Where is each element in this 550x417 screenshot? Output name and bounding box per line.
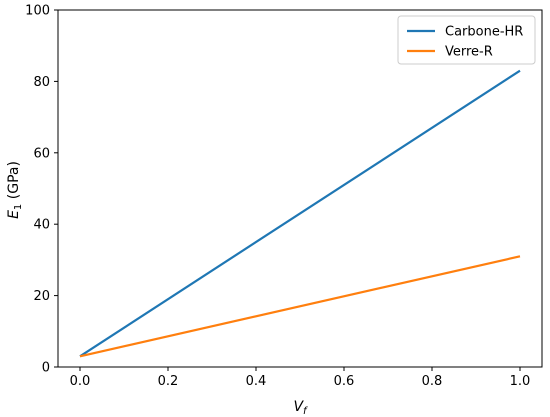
y-axis-label: E1 (GPa) [6,161,24,219]
y-axis-ticks: 0 20 40 60 80 100 [25,4,58,376]
y-axis-label-main: E [6,210,22,219]
x-tick-label: 0.4 [246,374,267,389]
x-axis-label-main: V [293,399,304,415]
x-tick-label: 0.0 [70,374,91,389]
y-tick-label: 40 [33,218,50,233]
x-tick-label: 0.6 [334,374,355,389]
y-tick-label: 80 [33,75,50,90]
x-axis-label-sub: f [303,406,308,417]
legend: Carbone-HR Verre-R [397,15,536,65]
x-axis-ticks: 0.0 0.2 0.4 0.6 0.8 1.0 [70,367,531,389]
plot-area [57,9,543,368]
y-tick-label: 100 [25,4,50,19]
x-tick-label: 0.2 [158,374,179,389]
y-tick-label: 0 [42,361,50,376]
y-axis-label-sub: 1 [13,204,24,210]
legend-label-verre-r: Verre-R [445,45,493,60]
x-tick-label: 1.0 [510,374,531,389]
series-lines [79,69,521,358]
x-axis-label: Vf [293,399,308,417]
series-line-0 [79,69,521,358]
x-tick-label: 0.8 [422,374,443,389]
y-tick-label: 20 [33,289,50,304]
legend-label-carbone-hr: Carbone-HR [445,25,523,40]
y-axis-label-unit: (GPa) [6,161,22,204]
series-line-1 [79,255,521,358]
y-tick-label: 60 [33,146,50,161]
